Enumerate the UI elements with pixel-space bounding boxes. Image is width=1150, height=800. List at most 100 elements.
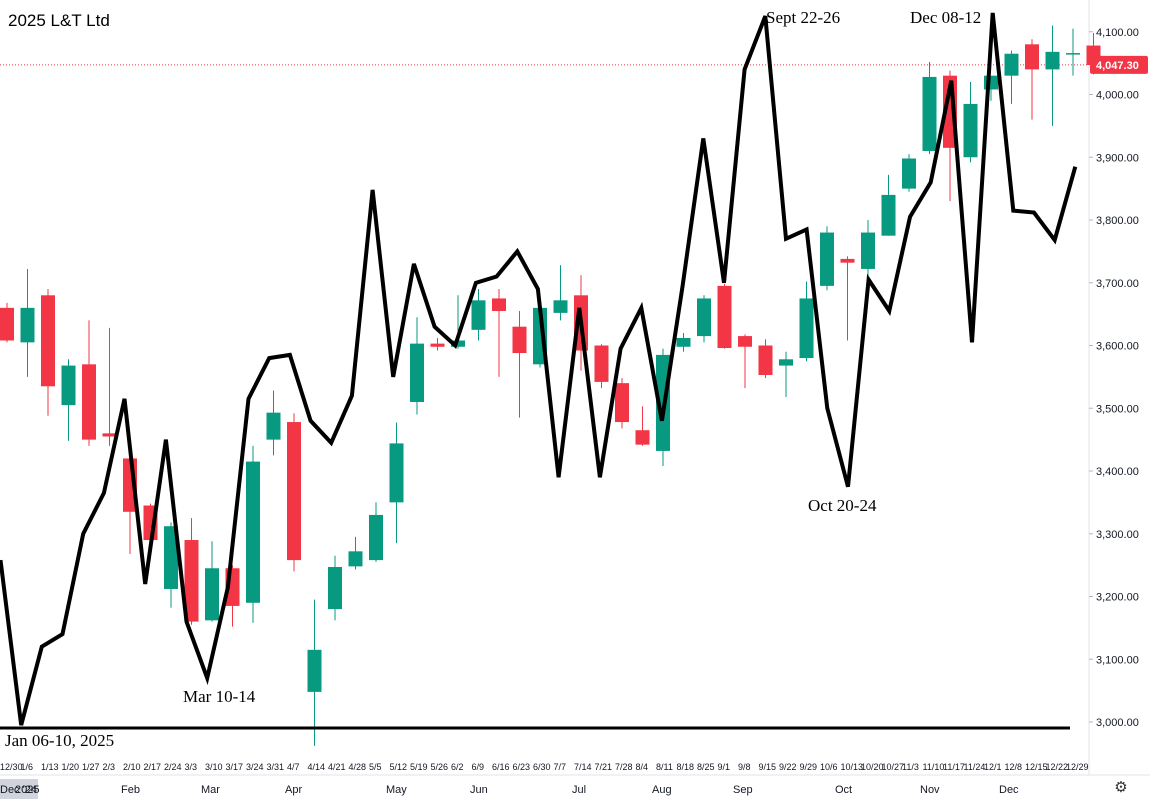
- y-tick-label: 3,100.00: [1096, 654, 1139, 666]
- x-tick-label: 4/28: [349, 762, 367, 772]
- x-tick-label: 6/16: [492, 762, 510, 772]
- candle-body: [348, 551, 363, 567]
- candle-body: [758, 345, 773, 375]
- y-tick-label: 3,300.00: [1096, 529, 1139, 541]
- x-tick-label: 11/10: [923, 762, 945, 772]
- x-tick-label: 9/8: [738, 762, 751, 772]
- x-tick-label: 12/1: [984, 762, 1002, 772]
- candle-body: [1066, 53, 1080, 55]
- candle-body: [389, 443, 404, 503]
- x-tick-label: 2/17: [144, 762, 162, 772]
- candle-body: [922, 76, 937, 151]
- x-tick-label: 8/4: [636, 762, 649, 772]
- x-tick-label: 5/19: [410, 762, 428, 772]
- y-tick-label: 3,700.00: [1096, 278, 1139, 290]
- y-tick-label: 3,900.00: [1096, 152, 1139, 164]
- candle-body: [184, 540, 199, 622]
- month-label: Apr: [285, 784, 302, 796]
- x-tick-label: 3/17: [226, 762, 244, 772]
- candle-body: [861, 232, 875, 269]
- month-label-highlight: [0, 779, 38, 799]
- x-tick-label: 7/7: [554, 762, 567, 772]
- y-tick-label: 3,200.00: [1096, 592, 1139, 604]
- candle-body: [820, 232, 834, 286]
- x-tick-label: 5/26: [431, 762, 449, 772]
- month-label: Dec: [999, 784, 1019, 796]
- x-tick-label: 12/29: [1066, 762, 1089, 772]
- annotation-label: Jan 06-10, 2025: [5, 731, 114, 750]
- candle-body: [1045, 51, 1060, 70]
- x-tick-label: 12/8: [1005, 762, 1023, 772]
- month-label: Sep: [733, 784, 753, 796]
- month-label: Jul: [572, 784, 586, 796]
- candle-body: [779, 359, 793, 366]
- y-tick-label: 3,500.00: [1096, 403, 1139, 415]
- month-label: Mar: [201, 784, 220, 796]
- candle-body: [410, 343, 424, 402]
- candle-body: [82, 364, 96, 440]
- x-tick-label: 7/14: [574, 762, 592, 772]
- x-tick-label: 7/21: [595, 762, 613, 772]
- y-tick-label: 3,600.00: [1096, 341, 1139, 353]
- month-label: Jun: [470, 784, 488, 796]
- y-tick-label: 3,000.00: [1096, 717, 1139, 729]
- candle-body: [963, 103, 978, 158]
- candle-body: [799, 298, 814, 359]
- candle-body: [246, 461, 260, 603]
- x-tick-label: 1/13: [41, 762, 59, 772]
- candle-body: [369, 514, 383, 561]
- candle-body: [594, 345, 609, 382]
- x-tick-label: 8/18: [677, 762, 695, 772]
- month-label: Feb: [121, 784, 140, 796]
- candle-body: [41, 295, 55, 387]
- candle-body: [615, 383, 629, 423]
- x-tick-label: 2/24: [164, 762, 182, 772]
- x-tick-label: 9/1: [718, 762, 731, 772]
- overlay-series-line: [0, 12, 1078, 726]
- candle-body: [512, 326, 527, 354]
- candle-body: [164, 526, 178, 589]
- month-label: Oct: [835, 784, 852, 796]
- candle-body: [697, 298, 711, 337]
- y-tick-label: 4,000.00: [1096, 90, 1139, 102]
- candle-body: [471, 300, 486, 330]
- x-tick-label: 2/10: [123, 762, 141, 772]
- current-price-badge: [1090, 55, 1148, 74]
- chart-settings-gear-icon[interactable]: ⚙: [1114, 778, 1128, 796]
- x-tick-label: 9/29: [800, 762, 818, 772]
- x-tick-label: 6/9: [472, 762, 485, 772]
- x-tick-label: 4/14: [308, 762, 326, 772]
- x-tick-label: 11/3: [902, 762, 919, 772]
- x-tick-label: 3/24: [246, 762, 264, 772]
- annotation-label: Dec 08-12: [910, 8, 981, 27]
- x-tick-label: 5/5: [369, 762, 382, 772]
- candle-body: [451, 340, 465, 347]
- candle-body: [676, 337, 691, 347]
- y-tick-label: 3,400.00: [1096, 466, 1139, 478]
- x-tick-label: 3/10: [205, 762, 223, 772]
- candle-body: [61, 365, 76, 406]
- candle-body: [20, 307, 35, 343]
- x-tick-label: 4/21: [328, 762, 346, 772]
- x-tick-label: 8/25: [697, 762, 715, 772]
- x-tick-label: 7/28: [615, 762, 633, 772]
- month-label: Nov: [920, 784, 940, 796]
- x-tick-label: 1/20: [62, 762, 80, 772]
- month-label: Aug: [652, 784, 672, 796]
- candle-body: [266, 412, 281, 440]
- candle-body: [881, 194, 896, 236]
- x-tick-label: 10/27: [882, 762, 905, 772]
- candle-body: [738, 336, 752, 347]
- x-tick-label: 1/6: [21, 762, 34, 772]
- candle-body: [902, 158, 916, 189]
- candles-group: [0, 25, 1101, 746]
- x-tick-label: 2/3: [103, 762, 116, 772]
- candle-body: [205, 568, 219, 621]
- annotation-label: Sept 22-26: [766, 8, 840, 27]
- x-tick-label: 6/2: [451, 762, 464, 772]
- candle-body: [328, 567, 342, 610]
- x-tick-label: 9/22: [779, 762, 797, 772]
- x-tick-label: 10/13: [841, 762, 864, 772]
